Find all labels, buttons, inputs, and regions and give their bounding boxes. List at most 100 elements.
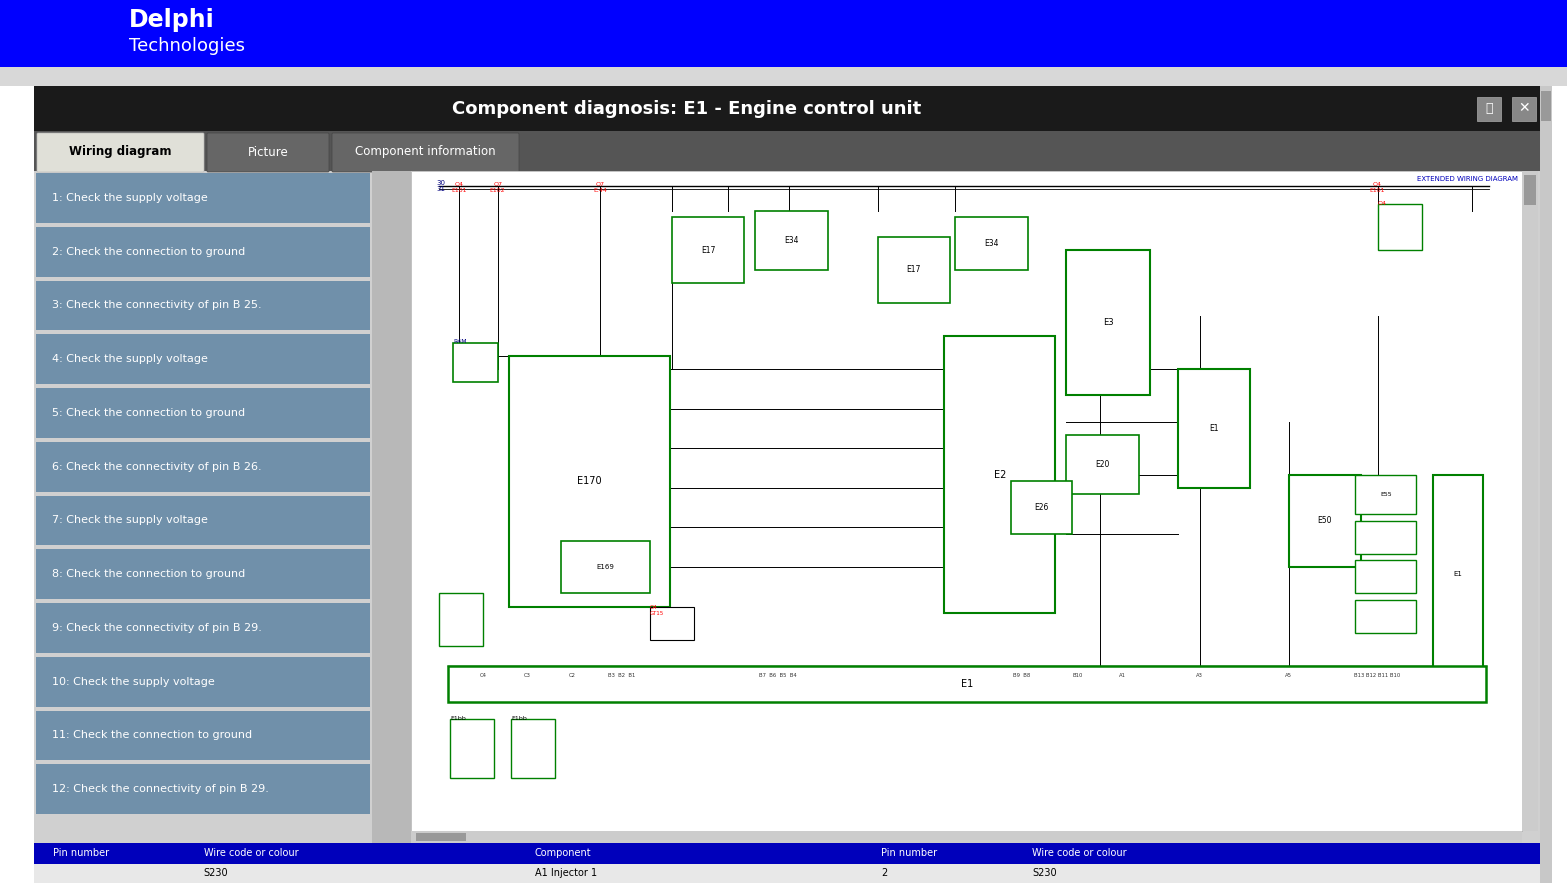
Text: E20: E20 (1095, 460, 1109, 469)
Bar (945, 336, 1056, 613)
Text: O4
GT15: O4 GT15 (650, 605, 664, 616)
Text: 8: Check the connection to ground: 8: Check the connection to ground (52, 570, 246, 579)
Bar (511, 719, 555, 778)
Text: C4: C4 (480, 673, 487, 677)
Bar (36, 173, 370, 223)
Bar (755, 211, 827, 270)
Bar (1478, 96, 1501, 120)
Text: E34: E34 (784, 236, 799, 245)
Text: Picture: Picture (248, 146, 288, 159)
Text: ✕: ✕ (1518, 102, 1529, 116)
Bar (36, 765, 370, 814)
Text: 31: 31 (437, 186, 445, 192)
Text: 1: Check the supply voltage: 1: Check the supply voltage (52, 192, 208, 203)
Bar (36, 335, 370, 384)
Bar (1522, 171, 1537, 831)
Bar (1540, 91, 1551, 121)
Text: 10: Check the supply voltage: 10: Check the supply voltage (52, 676, 215, 687)
Bar (36, 281, 370, 330)
Text: E1: E1 (1454, 570, 1462, 577)
Text: E50: E50 (1318, 517, 1332, 525)
Bar (650, 607, 694, 639)
Bar (878, 237, 950, 303)
Bar (36, 711, 370, 760)
Text: O4
E101: O4 E101 (451, 182, 467, 192)
Text: 6: Check the connectivity of pin B 26.: 6: Check the connectivity of pin B 26. (52, 462, 262, 472)
Bar (0, 67, 1567, 86)
Bar (1177, 369, 1250, 487)
Text: O4: O4 (1377, 200, 1387, 206)
Text: 9: Check the connectivity of pin B 29.: 9: Check the connectivity of pin B 29. (52, 623, 262, 633)
Bar (411, 171, 1522, 831)
Text: E1: E1 (961, 679, 973, 689)
Bar (448, 666, 1487, 702)
Text: 11: Check the connection to ground: 11: Check the connection to ground (52, 730, 252, 741)
FancyBboxPatch shape (207, 133, 329, 172)
Text: Delphi: Delphi (128, 8, 215, 32)
Bar (1355, 521, 1417, 554)
Bar (34, 843, 1540, 864)
Text: E55: E55 (1381, 492, 1391, 497)
Text: 2: 2 (881, 869, 887, 879)
Bar (1288, 474, 1360, 567)
Bar (1540, 86, 1551, 883)
Bar (1377, 204, 1421, 250)
Text: EXTENDED WIRING DIAGRAM: EXTENDED WIRING DIAGRAM (1417, 176, 1518, 182)
Text: 12: Check the connectivity of pin B 29.: 12: Check the connectivity of pin B 29. (52, 784, 270, 794)
Text: A5: A5 (1285, 673, 1293, 677)
Text: E34: E34 (984, 239, 998, 248)
Bar (450, 719, 494, 778)
Text: R4M: R4M (453, 339, 467, 344)
Bar (1355, 600, 1417, 633)
Bar (1011, 481, 1072, 534)
Bar (561, 540, 650, 593)
Text: B13 B12 B11 B10: B13 B12 B11 B10 (1354, 673, 1401, 677)
Text: Pin number: Pin number (881, 849, 937, 858)
Text: E1: E1 (1210, 424, 1219, 433)
Bar (34, 131, 1551, 171)
Text: S230: S230 (1033, 869, 1056, 879)
Bar (1525, 175, 1536, 205)
Bar (1067, 435, 1139, 494)
Text: E17: E17 (700, 245, 716, 254)
Bar (371, 171, 411, 843)
Text: E169: E169 (597, 564, 614, 570)
Text: B3  B2  B1: B3 B2 B1 (608, 673, 636, 677)
Bar (1067, 250, 1150, 396)
Text: Component information: Component information (356, 146, 495, 159)
Text: 2: Check the connection to ground: 2: Check the connection to ground (52, 246, 246, 257)
Text: E1bb: E1bb (511, 715, 527, 721)
Text: Component diagnosis: E1 - Engine control unit: Component diagnosis: E1 - Engine control… (453, 100, 921, 117)
Text: C2: C2 (569, 673, 575, 677)
Bar (0, 0, 1567, 67)
Text: Pin number: Pin number (53, 849, 110, 858)
Bar (36, 442, 370, 492)
Text: Wiring diagram: Wiring diagram (69, 146, 172, 159)
Bar (34, 864, 1540, 883)
Bar (509, 356, 669, 607)
Text: B7  B6  B5  B4: B7 B6 B5 B4 (758, 673, 796, 677)
Bar (415, 833, 465, 841)
Text: E2: E2 (993, 470, 1006, 479)
Text: 5: Check the connection to ground: 5: Check the connection to ground (52, 408, 244, 418)
Bar (36, 388, 370, 438)
Bar (956, 217, 1028, 270)
Text: E1bb: E1bb (450, 715, 465, 721)
Bar (36, 549, 370, 599)
Bar (1434, 474, 1482, 673)
Text: Wire code or colour: Wire code or colour (204, 849, 298, 858)
Text: A1 Injector 1: A1 Injector 1 (534, 869, 597, 879)
Text: O7
E102: O7 E102 (490, 182, 506, 192)
Bar (1355, 561, 1417, 593)
FancyBboxPatch shape (38, 133, 204, 172)
Text: B10: B10 (1072, 673, 1083, 677)
Text: Technologies: Technologies (128, 36, 244, 55)
Bar (1355, 474, 1417, 514)
Bar (36, 227, 370, 276)
Bar (411, 171, 1522, 831)
Text: 30: 30 (437, 180, 445, 186)
Text: S230: S230 (204, 869, 229, 879)
Bar (1512, 96, 1536, 120)
Bar (439, 593, 483, 646)
Bar (411, 831, 1522, 843)
